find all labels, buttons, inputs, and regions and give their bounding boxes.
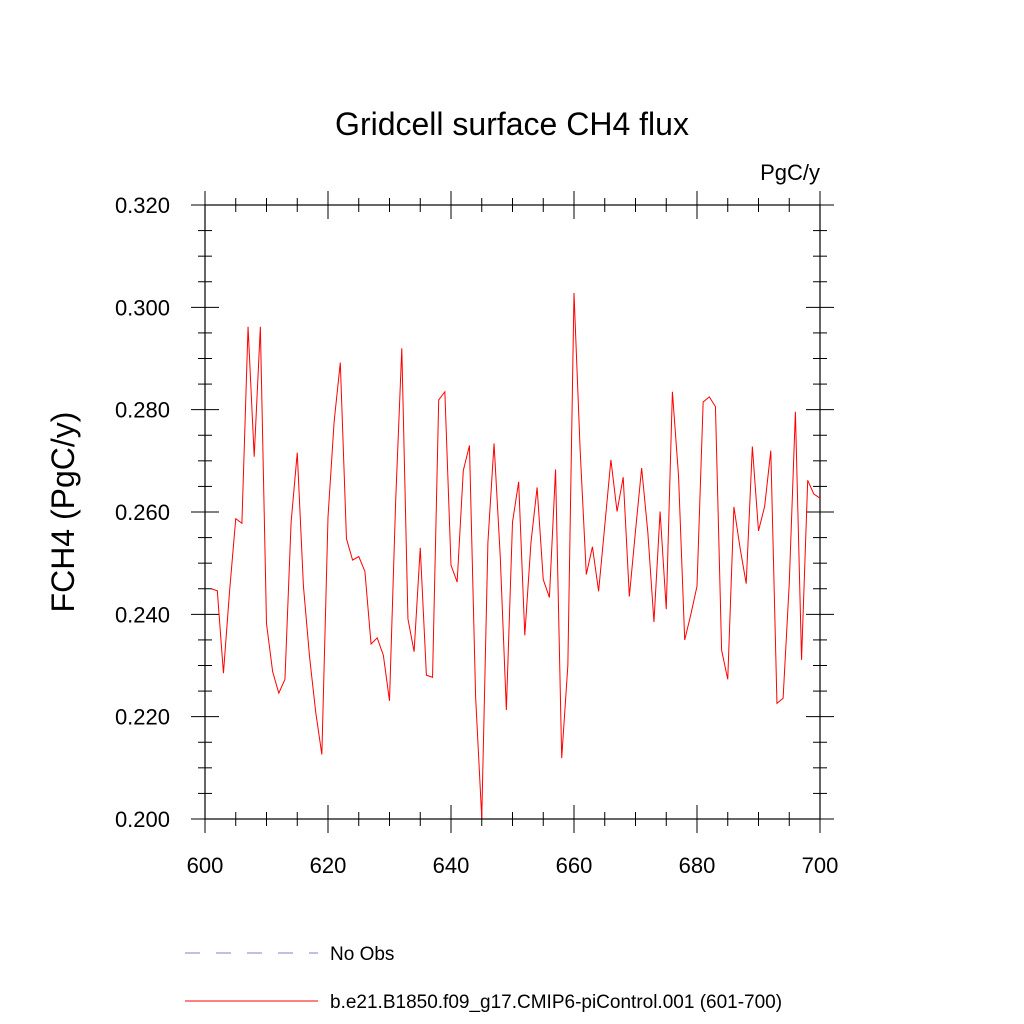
series-layer [210,292,821,819]
axis-ticks [191,191,834,833]
x-tick-label: 620 [310,853,347,878]
y-tick-label: 0.200 [115,807,170,832]
y-tick-label: 0.260 [115,500,170,525]
x-tick-label: 680 [679,853,716,878]
x-tick-label: 640 [433,853,470,878]
legend-label-picontrol: b.e21.B1850.f09_g17.CMIP6-piControl.001 … [330,992,782,1013]
legend-label-no-obs: No Obs [330,944,394,965]
chart-title: Gridcell surface CH4 flux [335,106,689,142]
x-tick-labels: 600 620 640 660 680 700 [187,853,839,878]
plot-frame [204,204,821,820]
legend: No Obs b.e21.B1850.f09_g17.CMIP6-piContr… [185,944,782,1013]
units-label: PgC/y [760,160,820,185]
y-axis-label: FCH4 (PgC/y) [45,412,81,613]
y-tick-labels: 0.200 0.220 0.240 0.260 0.280 0.300 0.320 [115,193,170,832]
series-line-0 [210,292,821,819]
x-tick-label: 600 [187,853,224,878]
y-tick-label: 0.320 [115,193,170,218]
x-tick-label: 660 [556,853,593,878]
y-tick-label: 0.280 [115,398,170,423]
x-tick-label: 700 [802,853,839,878]
y-tick-label: 0.240 [115,602,170,627]
y-tick-label: 0.220 [115,705,170,730]
y-tick-label: 0.300 [115,295,170,320]
